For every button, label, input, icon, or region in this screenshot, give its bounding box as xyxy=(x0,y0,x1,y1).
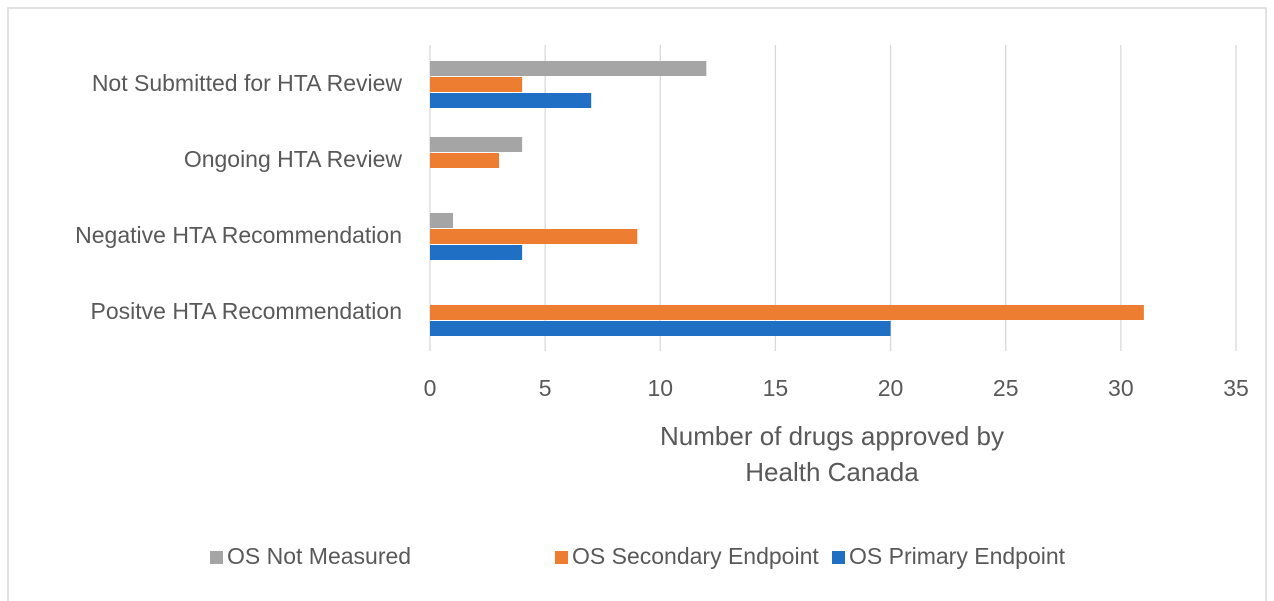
bar xyxy=(430,61,707,76)
y-tick-label: Not Submitted for HTA Review xyxy=(92,70,403,96)
bar xyxy=(430,153,500,168)
legend-label: OS Not Measured xyxy=(227,543,411,569)
x-tick-label: 30 xyxy=(1108,375,1134,401)
x-tick-label: 20 xyxy=(878,375,904,401)
bar xyxy=(430,213,454,228)
legend-label: OS Secondary Endpoint xyxy=(572,543,819,569)
bar xyxy=(430,229,638,244)
bar xyxy=(430,245,523,260)
y-tick-label: Ongoing HTA Review xyxy=(184,146,403,172)
bar xyxy=(430,93,592,108)
y-tick-label: Negative HTA Recommendation xyxy=(75,222,402,248)
bar xyxy=(430,77,523,92)
x-tick-label: 15 xyxy=(763,375,789,401)
x-tick-label: 25 xyxy=(993,375,1019,401)
y-tick-label: Positve HTA Recommendation xyxy=(91,298,403,324)
legend-swatch xyxy=(832,551,845,564)
x-tick-label: 5 xyxy=(539,375,552,401)
x-axis-title: Health Canada xyxy=(745,457,919,487)
legend-label: OS Primary Endpoint xyxy=(849,543,1066,569)
bar xyxy=(430,137,523,152)
x-tick-label: 0 xyxy=(424,375,437,401)
chart-border xyxy=(7,7,1267,601)
x-axis-title: Number of drugs approved by xyxy=(660,421,1004,451)
x-tick-label: 10 xyxy=(647,375,673,401)
bar xyxy=(430,305,1144,320)
bar xyxy=(430,321,891,336)
legend-swatch xyxy=(555,551,568,564)
x-tick-label: 35 xyxy=(1223,375,1249,401)
legend-swatch xyxy=(210,551,223,564)
